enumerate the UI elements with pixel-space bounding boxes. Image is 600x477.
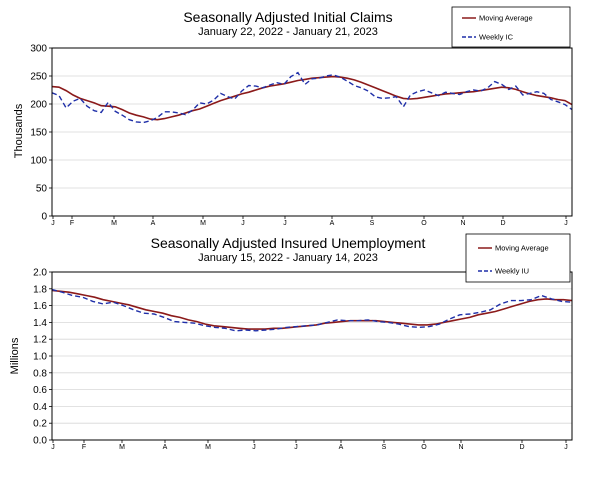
c2-month-label: J [564, 444, 568, 451]
c2-y-tick-label: 0.4 [33, 402, 47, 413]
c2-moving-average-line [51, 289, 573, 330]
c2-month-label: F [82, 444, 86, 451]
c1-month-label: M [111, 220, 117, 227]
c2-month-label: N [458, 444, 463, 451]
chart1-legend: Moving Average Weekly IC [451, 6, 571, 48]
c1-y-tick-label: 250 [30, 72, 47, 83]
chart1-grid [52, 75, 572, 189]
c1-month-label: J [564, 220, 568, 227]
chart1-legend-box [451, 6, 571, 48]
c1-month-label: D [500, 220, 505, 227]
chart2-grid [52, 288, 572, 424]
chart2-subtitle: January 15, 2022 - January 14, 2023 [198, 252, 378, 264]
chart2-plot-frame [51, 271, 573, 441]
c1-month-label: F [70, 220, 74, 227]
c1-y-tick-label: 100 [30, 156, 47, 167]
c2-y-tick-label: 1.0 [33, 352, 47, 363]
c2-y-tick-label: 0.0 [33, 436, 47, 447]
c2-y-tick-label: 0.6 [33, 385, 47, 396]
c2-y-tick-label: 0.2 [33, 419, 47, 430]
chart2-title: Seasonally Adjusted Insured Unemployment [151, 235, 426, 251]
chart2-series [51, 288, 573, 332]
c1-month-label: J [51, 220, 55, 227]
c1-month-label: O [421, 220, 427, 227]
c2-month-label: D [519, 444, 524, 451]
chart2-y-ticks: 0.0 0.2 0.4 0.6 0.8 1.0 1.2 1.4 1.6 1.8 2.0 [33, 268, 52, 447]
c2-month-label: M [119, 444, 125, 451]
chart1-y-ticks: 0 50 100 150 200 250 300 [30, 44, 52, 223]
c1-month-label: N [460, 220, 465, 227]
insured-unemployment-chart: Seasonally Adjusted Insured Unemployment… [9, 233, 573, 451]
initial-claims-chart: Seasonally Adjusted Initial Claims Janua… [13, 6, 573, 227]
c1-month-label: M [200, 220, 206, 227]
c2-month-label: O [421, 444, 427, 451]
c1-weekly-line [51, 71, 573, 124]
c1-month-label: J [241, 220, 245, 227]
chart1-series [51, 71, 573, 124]
chart1-plot-frame [51, 47, 573, 217]
c2-month-label: M [205, 444, 211, 451]
chart1-y-axis-label: Thousands [13, 103, 25, 158]
c2-month-label: J [51, 444, 55, 451]
c2-y-tick-label: 2.0 [33, 268, 47, 279]
c2-y-tick-label: 1.2 [33, 335, 47, 346]
c2-y-tick-label: 1.4 [33, 318, 47, 329]
c1-y-tick-label: 150 [30, 128, 47, 139]
chart2-y-axis-label: Millions [9, 337, 21, 374]
chart1-legend-ma-label: Moving Average [479, 14, 533, 23]
c1-month-label: A [330, 220, 335, 227]
c1-y-tick-label: 0 [41, 212, 47, 223]
chart1-legend-weekly-label: Weekly IC [479, 33, 514, 42]
c2-month-label: S [382, 444, 387, 451]
c2-month-label: J [294, 444, 298, 451]
chart2-legend: Moving Average Weekly IU [465, 233, 571, 283]
c2-y-tick-label: 1.6 [33, 301, 47, 312]
c1-y-tick-label: 300 [30, 44, 47, 55]
chart1-subtitle: January 22, 2022 - January 21, 2023 [198, 26, 378, 38]
c1-month-label: A [151, 220, 156, 227]
c1-y-tick-label: 50 [36, 184, 48, 195]
c2-y-tick-label: 0.8 [33, 368, 47, 379]
c2-y-tick-label: 1.8 [33, 284, 47, 295]
c2-month-label: A [163, 444, 168, 451]
c2-weekly-line [51, 288, 573, 332]
chart2-legend-weekly-label: Weekly IU [495, 267, 529, 276]
c1-moving-average-line [51, 75, 573, 121]
c2-month-label: A [339, 444, 344, 451]
c2-month-label: J [252, 444, 256, 451]
c1-month-label: S [370, 220, 375, 227]
chart1-title: Seasonally Adjusted Initial Claims [183, 9, 392, 25]
c1-month-label: J [283, 220, 287, 227]
chart2-legend-box [465, 233, 571, 283]
chart2-legend-ma-label: Moving Average [495, 244, 549, 253]
c1-y-tick-label: 200 [30, 100, 47, 111]
